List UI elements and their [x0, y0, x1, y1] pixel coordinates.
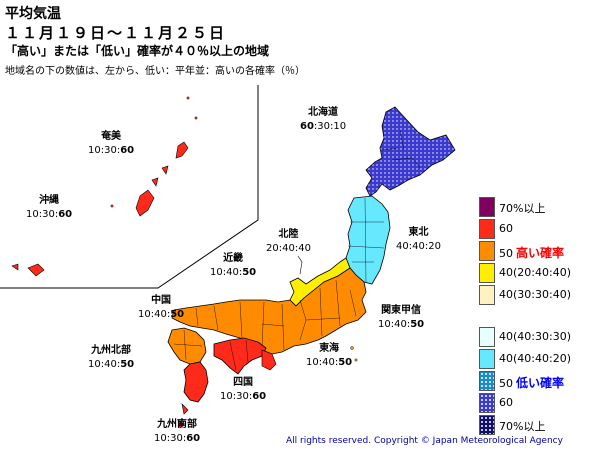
legend-swatch: [479, 327, 495, 347]
map-title: 平均気温: [5, 6, 61, 22]
legend-row: 40(40:30:30): [478, 326, 598, 348]
legend-row: 50 高い確率: [478, 240, 598, 262]
legend-swatch: [479, 263, 495, 283]
legend-label: 50: [499, 377, 513, 390]
region-kii-high60: [261, 349, 277, 371]
inset-divider: [0, 85, 259, 289]
label-hokkaido: 北海道 60:30:10: [300, 107, 347, 132]
legend-label: 40(40:30:30): [499, 330, 571, 343]
label-chugoku: 中国 10:40:50: [138, 295, 185, 320]
legend-row: 40(40:40:20): [478, 348, 598, 370]
legend-row: 50 低い確率: [478, 370, 598, 392]
legend-label: 70%以上: [499, 202, 546, 215]
legend-swatch: [479, 241, 495, 261]
legend-row: 40(20:40:40): [478, 262, 598, 284]
label-kinki: 近畿 10:40:50: [210, 253, 257, 278]
region-kyushu-south: [183, 361, 209, 403]
legend-label: 60: [499, 396, 513, 409]
label-hokuriku: 北陸 20:40:40: [266, 229, 311, 254]
legend-row: 60: [478, 218, 598, 240]
legend-label: 70%以上: [499, 420, 546, 433]
legend-row: 70%以上: [478, 196, 598, 218]
region-shikoku: [213, 337, 267, 375]
legend-label: 50: [499, 247, 513, 260]
legend-tag-low: 低い確率: [516, 376, 565, 390]
legend-label: 40(20:40:40): [499, 266, 571, 279]
region-okinawa: [135, 189, 155, 217]
region-amami: [175, 141, 189, 159]
label-kanto: 関東甲信 10:40:50: [378, 305, 425, 330]
legend-swatch: [479, 219, 495, 239]
label-kyushu-north: 九州北部 10:40:50: [88, 345, 135, 370]
legend-spacer: [478, 306, 598, 326]
legend-row: 40(30:30:40): [478, 284, 598, 306]
legend-swatch: [479, 393, 495, 413]
region-hokkaido: [365, 106, 456, 197]
label-tokai: 東海 10:40:50: [306, 343, 353, 368]
legend-row: 60: [478, 392, 598, 414]
legend-label: 40(40:40:20): [499, 352, 571, 365]
legend-label: 60: [499, 222, 513, 235]
legend-row: 70%以上: [478, 414, 598, 436]
map-subtitle: 「高い」または「低い」確率が４０％以上の地域: [5, 44, 270, 58]
legend-tag-high: 高い確率: [516, 246, 565, 260]
legend-label: 40(30:30:40): [499, 288, 571, 301]
legend-swatch: [479, 349, 495, 369]
legend-swatch: [479, 415, 495, 435]
copyright-notice: All rights reserved. Copyright © Japan M…: [286, 436, 563, 446]
legend-swatch: [479, 371, 495, 391]
label-amami: 奄美 10:30:60: [88, 131, 135, 156]
region-honshu-high50: [171, 267, 367, 355]
legend-swatch: [479, 285, 495, 305]
map-note: 地域名の下の数値は、左から、低い：平年並：高いの各確率（％）: [5, 66, 305, 77]
label-kyushu-south: 九州南部 10:30:60: [154, 419, 201, 444]
legend-swatch: [479, 197, 495, 217]
label-shikoku: 四国 10:30:60: [220, 377, 267, 402]
date-range: １１月１９日～１１月２５日: [5, 24, 227, 42]
label-tohoku: 東北 40:40:20: [396, 227, 441, 252]
label-okinawa: 沖縄 10:30:60: [26, 195, 73, 220]
legend: 70%以上 60 50 高い確率 40(20:40:40) 40(30:30:40…: [478, 196, 598, 436]
